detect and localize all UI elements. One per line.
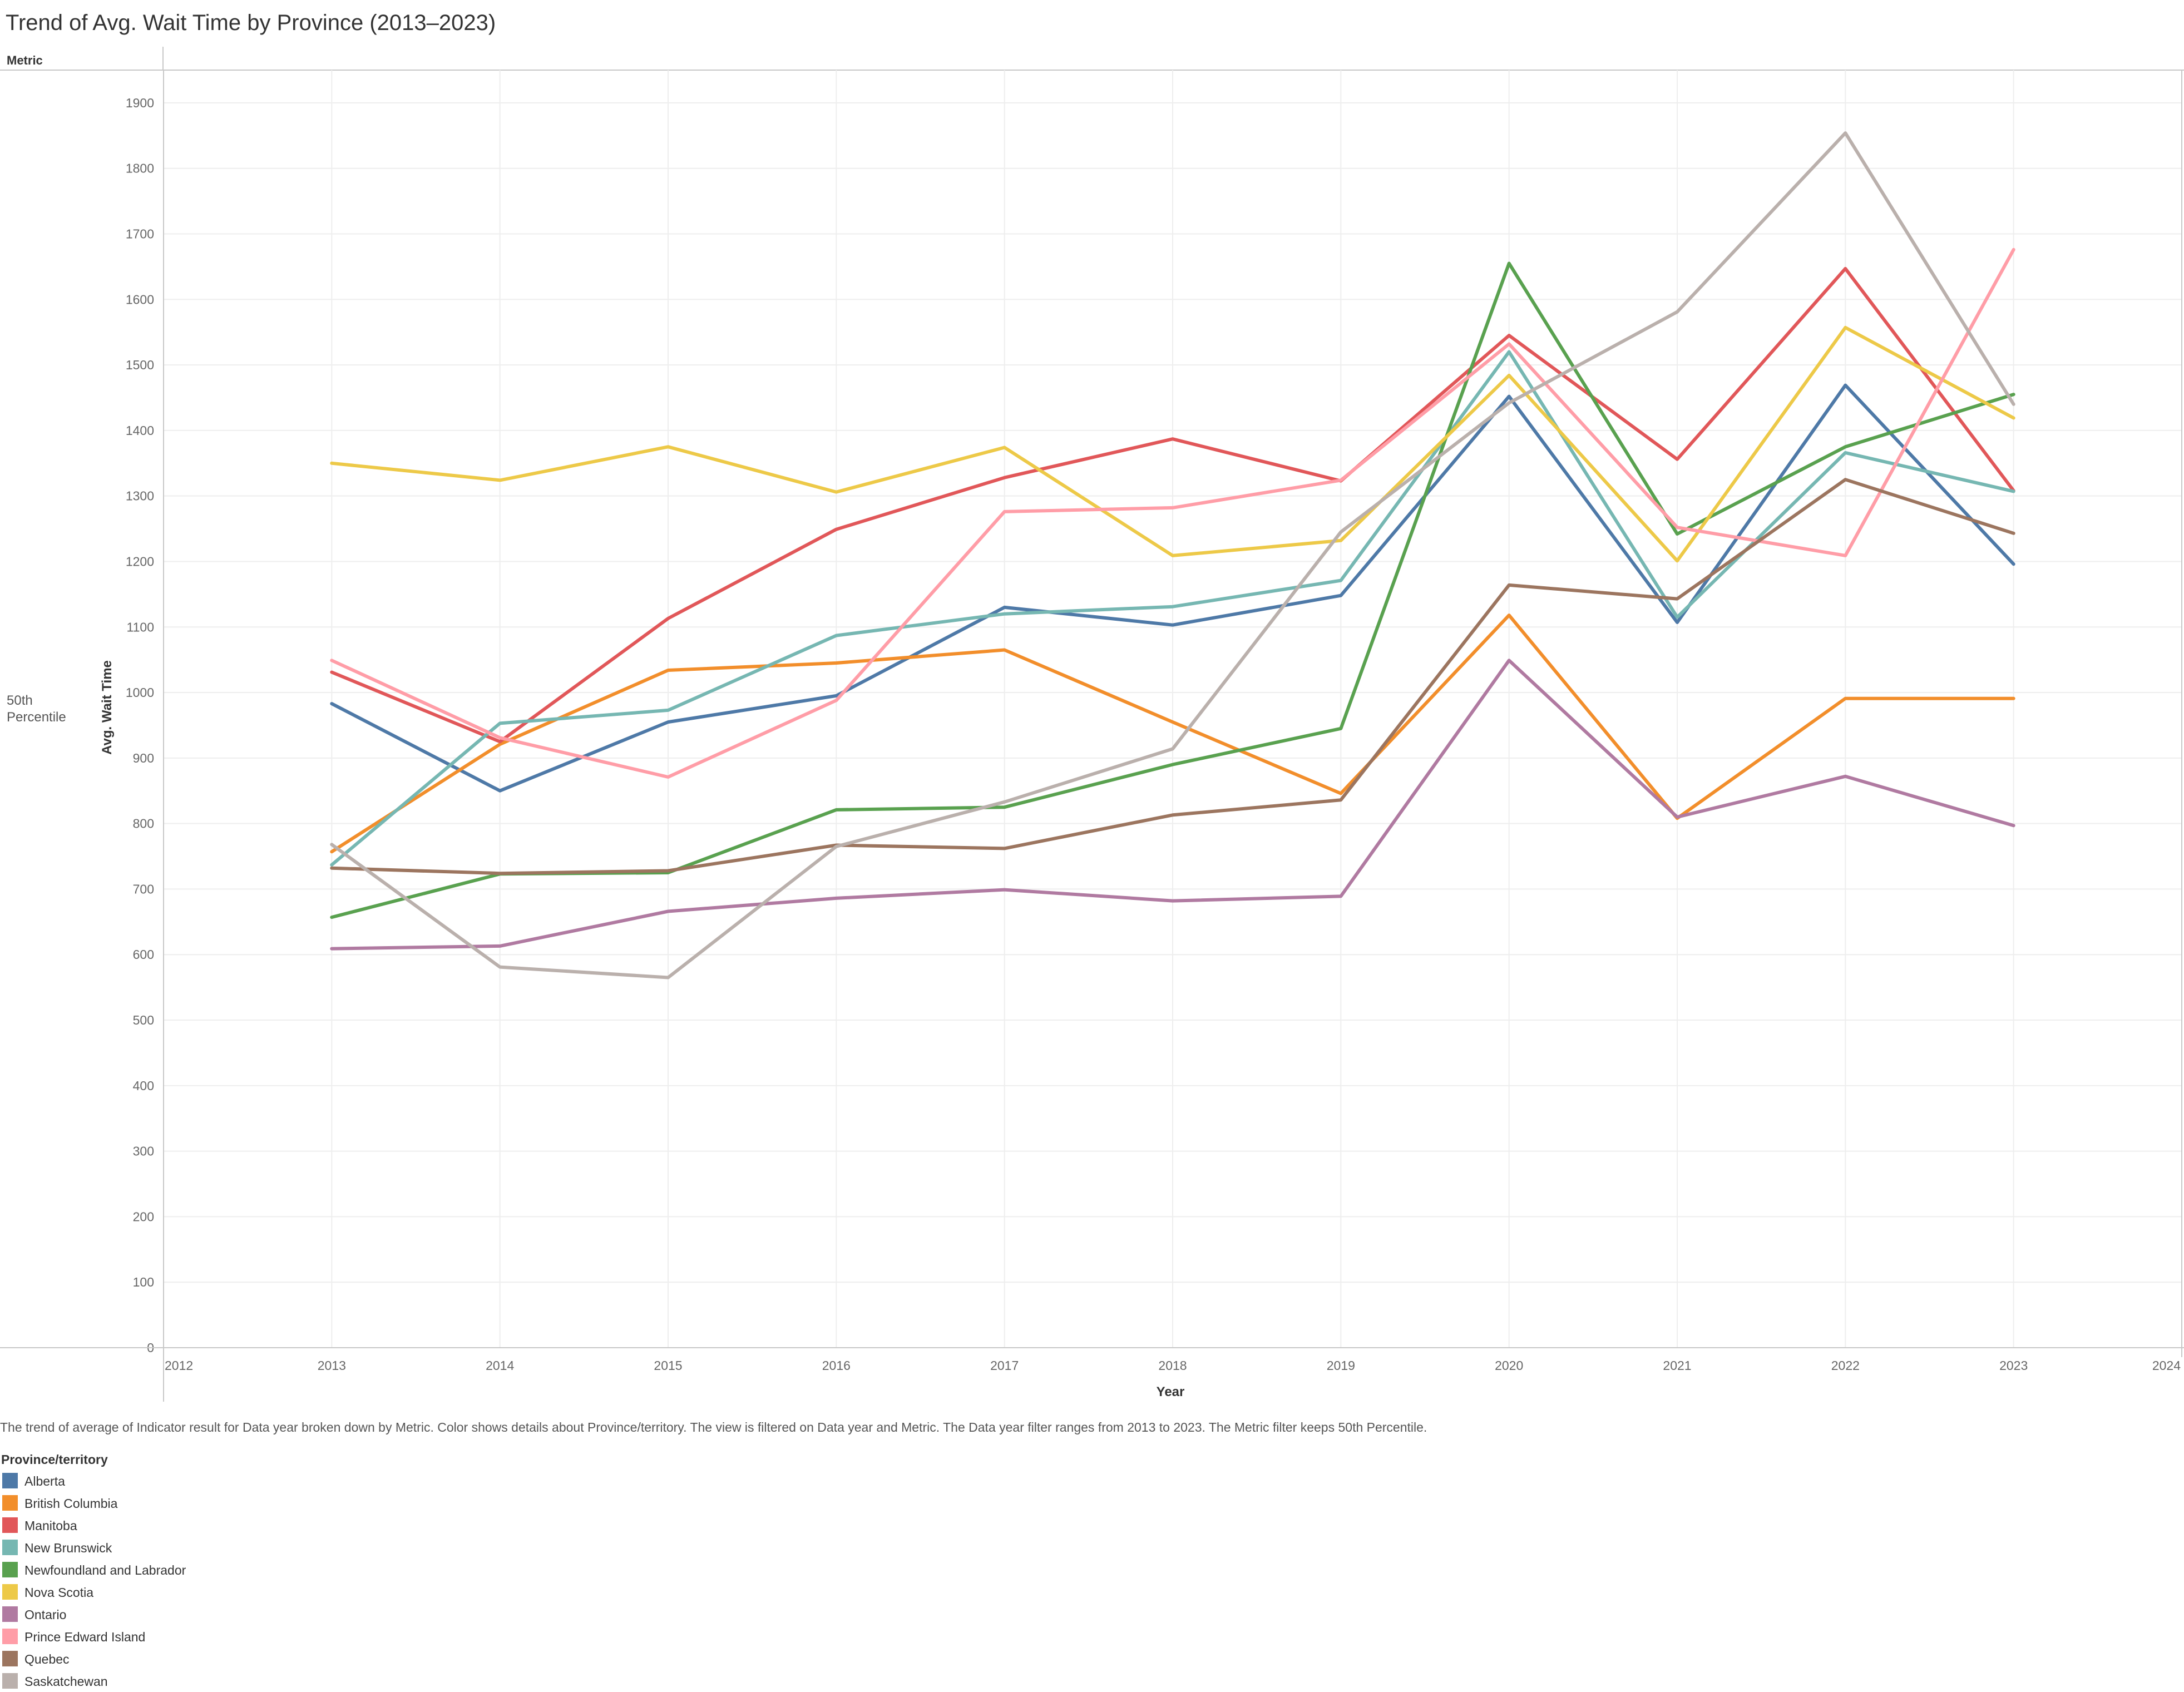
y-tick-label: 1300 <box>126 489 154 503</box>
row-label-line1: 50th <box>7 693 33 708</box>
y-tick-label: 1900 <box>126 96 154 110</box>
row-label-line2: Percentile <box>7 710 66 725</box>
chart-caption: The trend of average of Indicator result… <box>0 1420 1427 1434</box>
legend-swatch <box>2 1629 18 1644</box>
y-tick-label: 1500 <box>126 358 154 372</box>
series-line-ontario[interactable] <box>330 659 2015 951</box>
series-lines <box>330 131 2015 979</box>
series-line-saskatchewan[interactable] <box>330 131 2015 979</box>
y-tick-label: 1200 <box>126 554 154 568</box>
x-tick-label: 2022 <box>1831 1358 1860 1373</box>
legend-swatch <box>2 1562 18 1577</box>
chart-title: Trend of Avg. Wait Time by Province (201… <box>6 11 496 35</box>
x-tick-label: 2024 <box>2152 1358 2181 1373</box>
y-tick-label: 400 <box>133 1078 154 1093</box>
y-tick-label: 800 <box>133 817 154 831</box>
series-line-british-columbia[interactable] <box>330 614 2015 854</box>
legend-title: Province/territory <box>1 1452 108 1467</box>
x-tick-label: 2021 <box>1663 1358 1691 1373</box>
legend-item[interactable]: Ontario <box>2 1606 66 1622</box>
legend-label: Newfoundland and Labrador <box>24 1563 186 1577</box>
axes: 0100200300400500600700800900100011001200… <box>0 70 2184 1402</box>
y-tick-label: 600 <box>133 947 154 962</box>
x-tick-label: 2018 <box>1158 1358 1187 1373</box>
y-tick-label: 900 <box>133 751 154 765</box>
legend-label: Ontario <box>24 1607 66 1622</box>
legend-label: Nova Scotia <box>24 1585 93 1600</box>
legend-swatch <box>2 1495 18 1511</box>
legend-swatch <box>2 1584 18 1600</box>
x-tick-label: 2023 <box>1999 1358 2028 1373</box>
x-tick-label: 2019 <box>1327 1358 1355 1373</box>
legend-label: Prince Edward Island <box>24 1630 145 1644</box>
legend-swatch <box>2 1673 18 1689</box>
y-tick-label: 1100 <box>127 620 154 634</box>
legend-swatch <box>2 1540 18 1555</box>
legend-label: New Brunswick <box>24 1541 112 1555</box>
legend-item[interactable]: New Brunswick <box>2 1540 112 1555</box>
legend-label: Manitoba <box>24 1518 77 1533</box>
legend-item[interactable]: Manitoba <box>2 1517 77 1533</box>
legend-swatch <box>2 1517 18 1533</box>
legend-swatch <box>2 1651 18 1666</box>
legend-swatch <box>2 1473 18 1488</box>
series-line-alberta[interactable] <box>330 383 2015 793</box>
y-tick-label: 300 <box>133 1144 154 1159</box>
y-tick-label: 500 <box>133 1013 154 1027</box>
legend-item[interactable]: Nova Scotia <box>2 1584 93 1600</box>
legend-swatch <box>2 1606 18 1622</box>
legend-label: Saskatchewan <box>24 1674 108 1689</box>
legend-label: Alberta <box>24 1474 65 1488</box>
series-line-nova-scotia[interactable] <box>330 325 2015 563</box>
legend-label: British Columbia <box>24 1496 118 1511</box>
y-tick-label: 1400 <box>126 423 154 438</box>
series-line-new-brunswick[interactable] <box>330 350 2015 867</box>
gridlines <box>164 70 2182 1348</box>
x-tick-label: 2017 <box>990 1358 1019 1373</box>
x-tick-label: 2020 <box>1495 1358 1523 1373</box>
legend-item[interactable]: Saskatchewan <box>2 1673 108 1689</box>
y-tick-label: 1700 <box>126 226 154 241</box>
y-tick-label: 1600 <box>126 292 154 306</box>
x-axis-title: Year <box>1157 1384 1185 1399</box>
y-tick-label: 700 <box>133 882 154 896</box>
y-axis-title: Avg. Wait Time <box>100 660 115 755</box>
y-tick-label: 200 <box>133 1209 154 1224</box>
y-tick-label: 1000 <box>126 685 154 700</box>
x-tick-label: 2015 <box>654 1358 682 1373</box>
x-tick-label: 2013 <box>318 1358 346 1373</box>
legend-item[interactable]: Alberta <box>2 1473 65 1488</box>
legend: Alberta British Columbia Manitoba New Bruns… <box>2 1473 186 1689</box>
series-line-quebec[interactable] <box>330 478 2015 875</box>
x-tick-label: 2014 <box>486 1358 514 1373</box>
legend-item[interactable]: Newfoundland and Labrador <box>2 1562 186 1577</box>
legend-label: Quebec <box>24 1652 70 1666</box>
x-tick-label: 2016 <box>822 1358 851 1373</box>
y-tick-label: 100 <box>133 1275 154 1289</box>
series-line-prince-edward-island[interactable] <box>330 248 2015 779</box>
legend-item[interactable]: British Columbia <box>2 1495 118 1511</box>
metric-header: Metric <box>7 53 43 67</box>
y-tick-label: 1800 <box>126 161 154 176</box>
series-line-manitoba[interactable] <box>330 266 2015 744</box>
legend-item[interactable]: Prince Edward Island <box>2 1629 145 1644</box>
x-tick-label: 2012 <box>165 1358 193 1373</box>
legend-item[interactable]: Quebec <box>2 1651 70 1666</box>
